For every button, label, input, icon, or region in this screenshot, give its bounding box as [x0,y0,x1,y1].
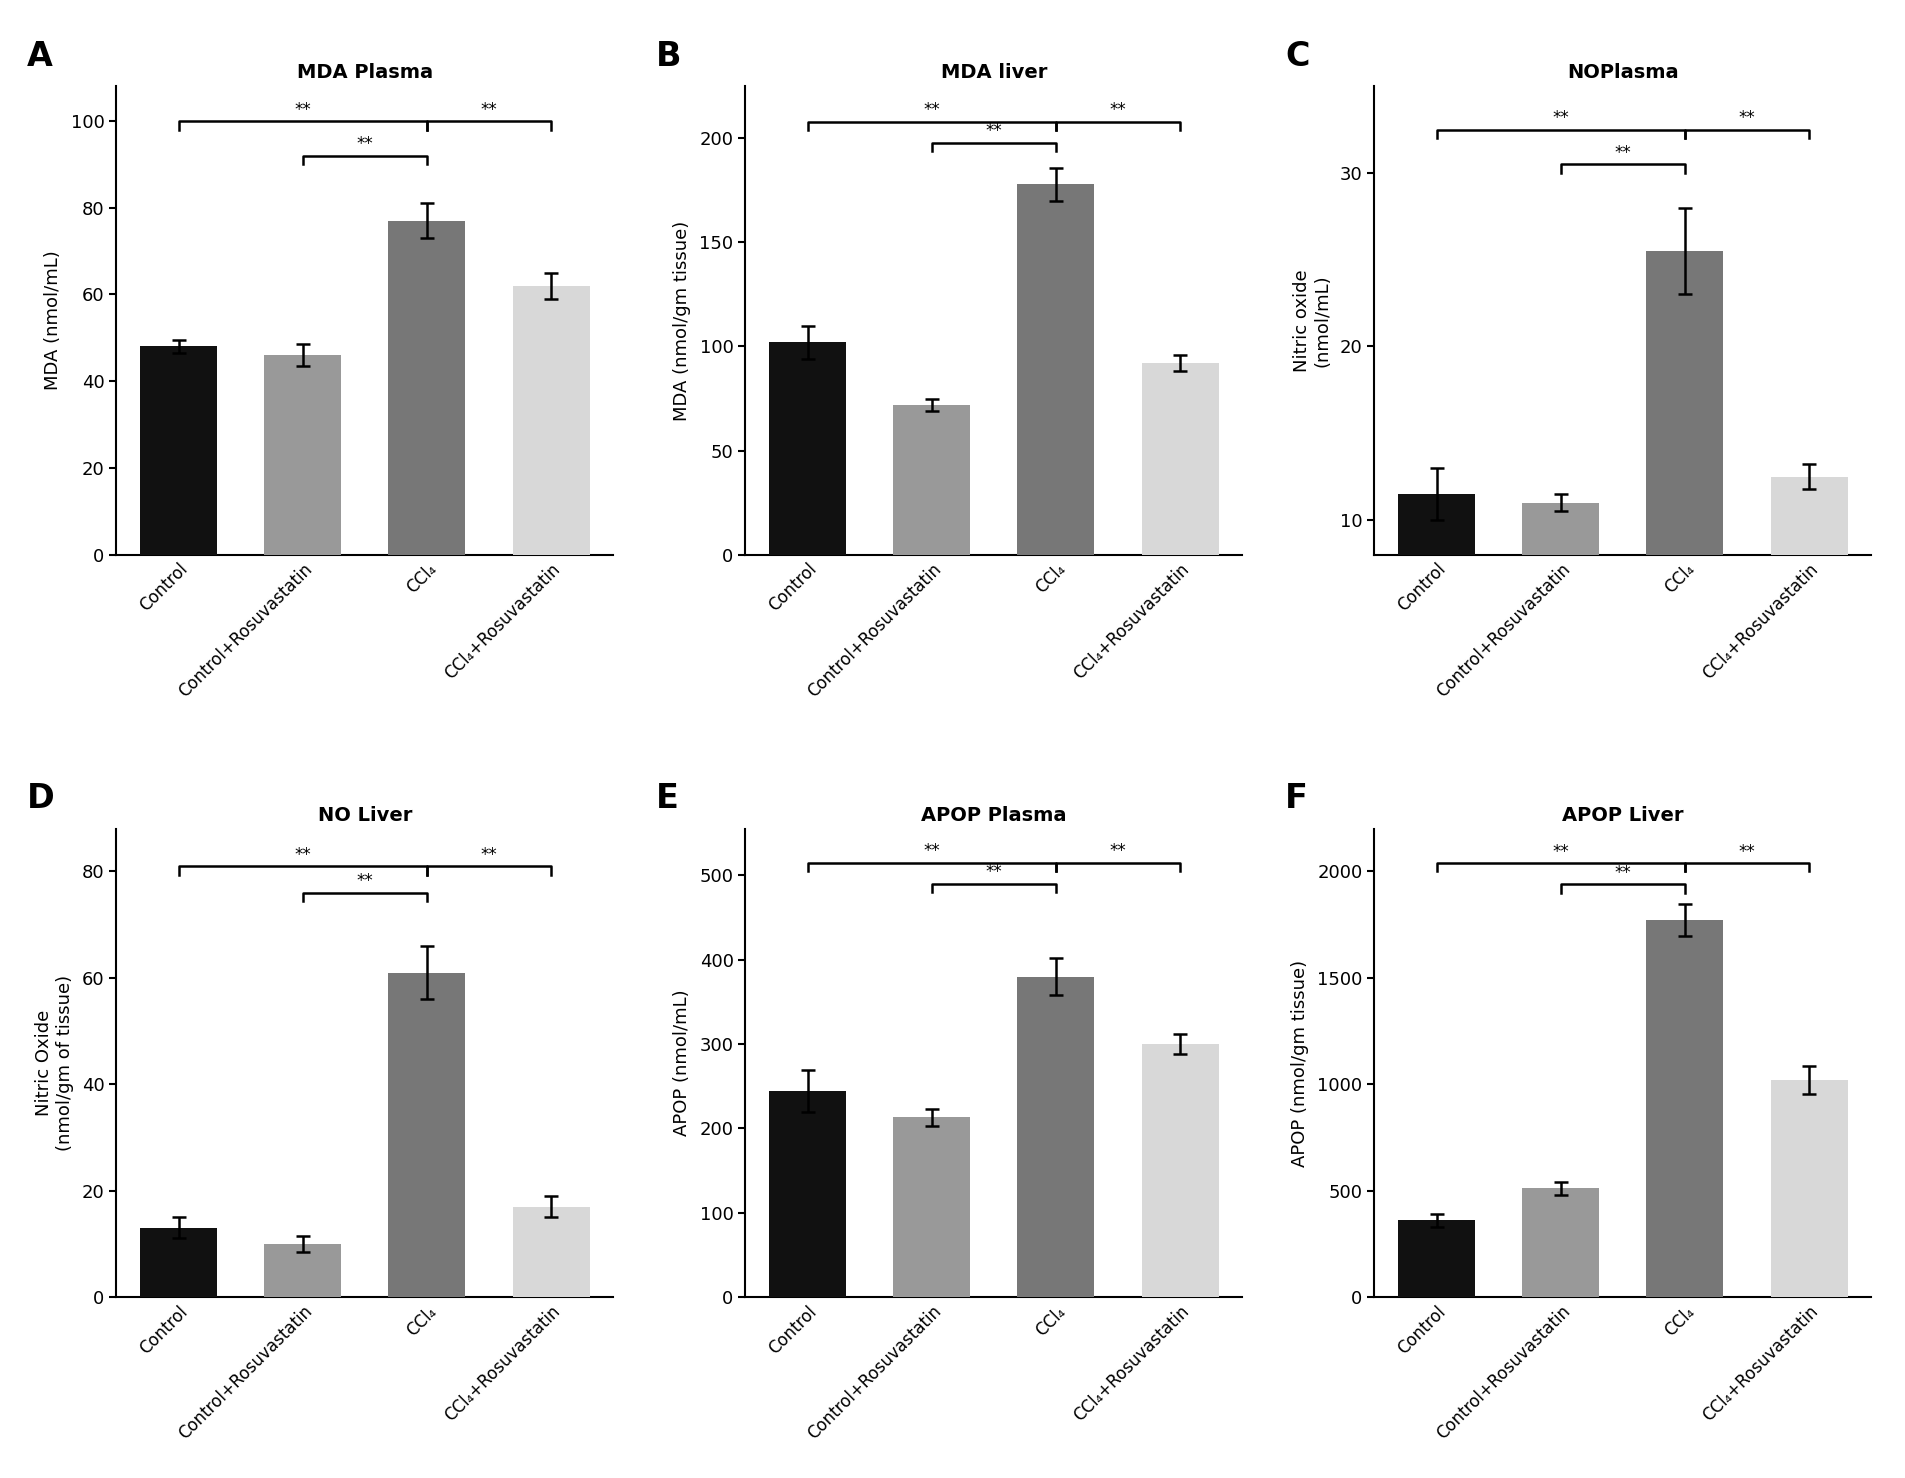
Text: B: B [655,40,682,72]
Title: NOPlasma: NOPlasma [1566,64,1678,83]
Bar [1017,185,1093,554]
Text: **: ** [480,845,497,863]
Bar [768,1091,846,1298]
Bar [139,1228,217,1298]
Y-axis label: MDA (nmol/mL): MDA (nmol/mL) [44,251,63,390]
Title: NO Liver: NO Liver [318,806,411,825]
Y-axis label: MDA (nmol/gm tissue): MDA (nmol/gm tissue) [672,220,692,421]
Title: APOP Plasma: APOP Plasma [920,806,1067,825]
Bar [1017,977,1093,1298]
Y-axis label: Nitric Oxide
(nmol/gm of tissue): Nitric Oxide (nmol/gm of tissue) [34,975,74,1151]
Bar [893,1117,970,1298]
Bar [1646,251,1722,693]
Text: **: ** [1109,842,1126,860]
Bar [1522,503,1598,693]
Text: **: ** [293,845,311,863]
Bar [1646,921,1722,1298]
Title: MDA Plasma: MDA Plasma [297,64,432,83]
Text: A: A [27,40,53,72]
Text: **: ** [985,863,1002,881]
Bar [1396,1221,1474,1298]
Title: MDA liver: MDA liver [941,64,1046,83]
Bar [1770,1080,1846,1298]
Text: D: D [27,782,55,814]
Bar [1770,476,1846,693]
Text: **: ** [1614,865,1631,882]
Text: **: ** [1737,842,1755,860]
Text: F: F [1284,782,1307,814]
Title: APOP Liver: APOP Liver [1562,806,1682,825]
Bar [389,973,465,1298]
Text: **: ** [1551,109,1568,127]
Bar [1522,1188,1598,1298]
Text: **: ** [293,101,311,118]
Bar [139,346,217,554]
Bar [512,1206,589,1298]
Text: **: ** [1614,145,1631,163]
Text: **: ** [1109,102,1126,120]
Text: C: C [1284,40,1309,72]
Text: E: E [655,782,678,814]
Y-axis label: APOP (nmol/gm tissue): APOP (nmol/gm tissue) [1290,959,1309,1166]
Text: **: ** [356,136,373,154]
Bar [265,355,341,554]
Bar [1141,1043,1217,1298]
Bar [1396,494,1474,693]
Bar [893,405,970,554]
Bar [1141,364,1217,554]
Y-axis label: Nitric oxide
(nmol/mL): Nitric oxide (nmol/mL) [1292,269,1332,372]
Bar [389,220,465,554]
Y-axis label: APOP (nmol/mL): APOP (nmol/mL) [672,990,692,1137]
Bar [512,285,589,554]
Text: **: ** [922,842,939,860]
Text: **: ** [922,102,939,120]
Bar [768,343,846,554]
Text: **: ** [985,123,1002,140]
Bar [265,1244,341,1298]
Text: **: ** [1551,842,1568,860]
Text: **: ** [356,872,373,890]
Text: **: ** [480,101,497,118]
Text: **: ** [1737,109,1755,127]
